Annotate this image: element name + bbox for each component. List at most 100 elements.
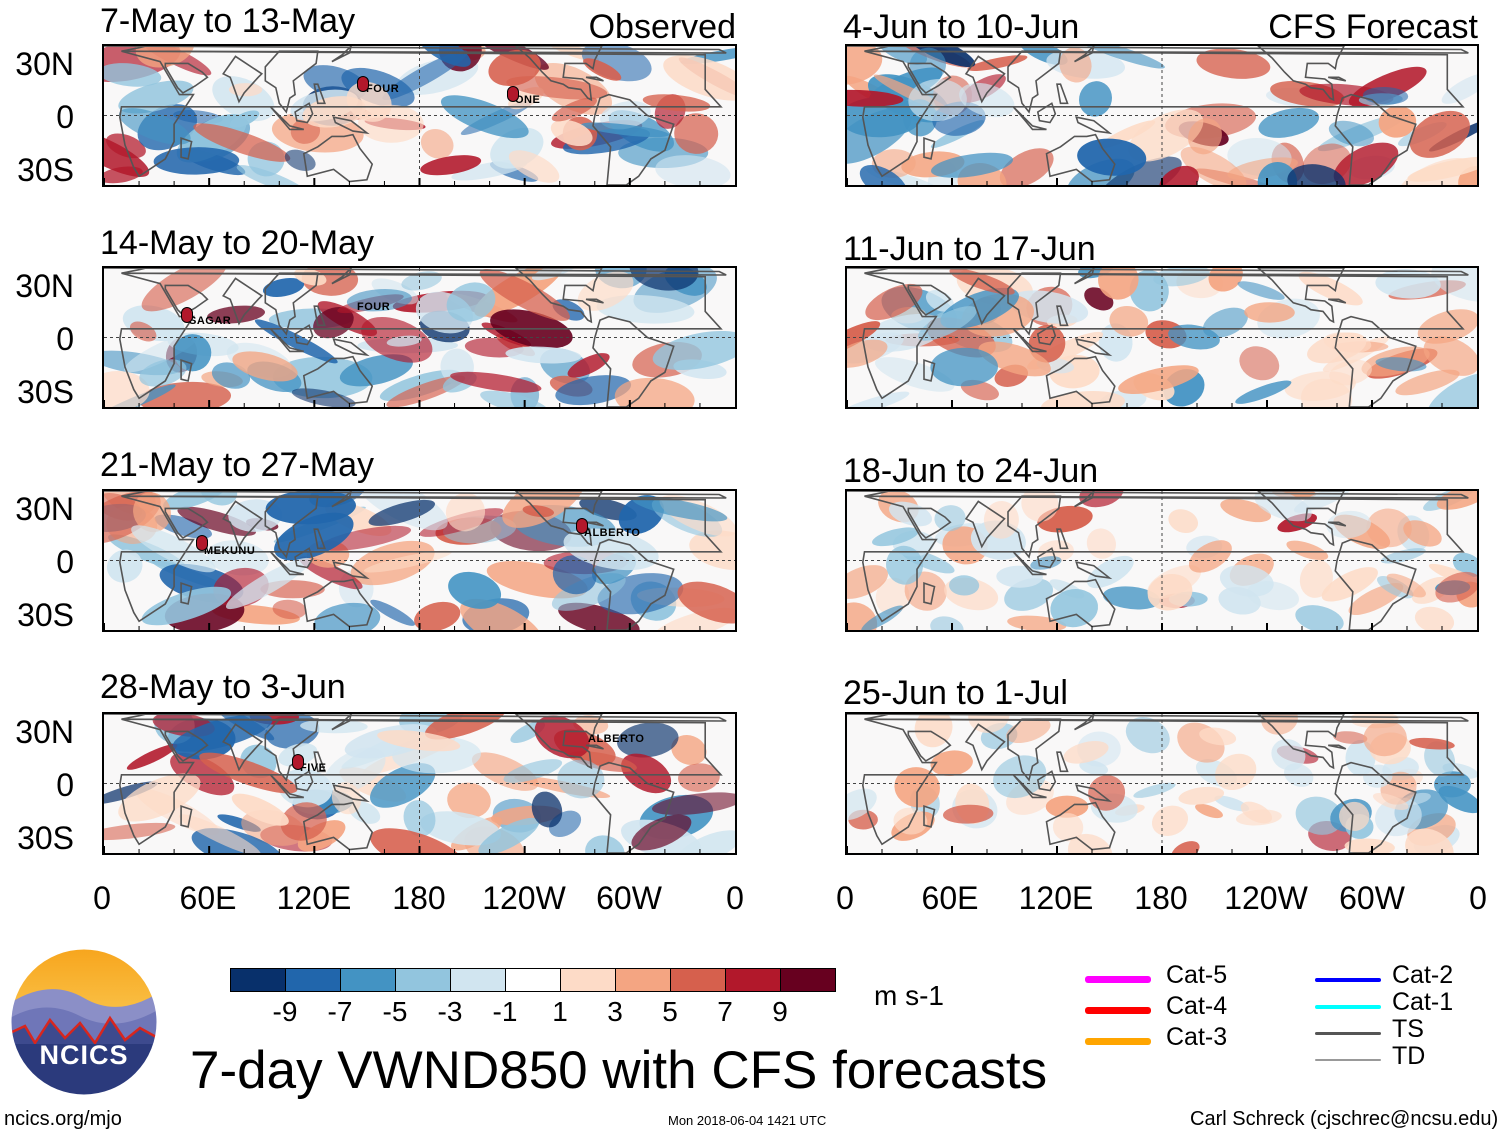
anomaly-region (1326, 510, 1372, 539)
anomaly-region (1362, 86, 1409, 105)
coastline (1007, 50, 1062, 114)
anomaly-region (420, 811, 502, 846)
anomaly-region (1329, 359, 1372, 386)
lon-label-120e: 120E (1018, 880, 1094, 916)
lon-label-60e: 60E (921, 880, 979, 916)
coastline (964, 723, 1006, 772)
coastline (331, 268, 352, 285)
anomaly-region (1188, 540, 1232, 573)
anomaly-region (1125, 716, 1170, 754)
storm-label-alberto-1: ALBERTO (584, 527, 641, 539)
coastline (313, 528, 326, 550)
lat-label-30s: 30S (17, 374, 74, 410)
anomaly-region (1295, 605, 1344, 630)
anomaly-region (1395, 369, 1460, 396)
anomaly-region (1435, 571, 1477, 603)
coastline (585, 298, 604, 304)
lon-label-60w: 60W (596, 880, 662, 916)
coastline (1036, 102, 1057, 124)
anomaly-region (1431, 268, 1477, 302)
coastline (1056, 528, 1069, 550)
anomaly-region (847, 602, 878, 630)
coastline (118, 718, 723, 846)
anomaly-region (1261, 714, 1298, 735)
lon-label-180: 180 (392, 880, 446, 916)
footer-url[interactable]: ncics.org/mjo (4, 1108, 122, 1130)
anomaly-region (861, 605, 904, 630)
coastline (1036, 770, 1057, 792)
legend-line-cat-4 (1085, 1007, 1151, 1014)
ncics-logo: NCICS (10, 948, 158, 1096)
coastline (1328, 76, 1347, 82)
anomaly-region (1427, 372, 1477, 407)
anomaly-region (1151, 805, 1189, 837)
anomaly-region (377, 730, 461, 752)
legend-line-cat-2 (1315, 978, 1381, 982)
legend-label-cat-2: Cat-2 (1392, 961, 1454, 989)
lat-label-30n: 30N (15, 491, 74, 527)
anomaly-region (677, 581, 735, 624)
legend-line-cat-3 (1085, 1038, 1151, 1045)
anomaly-region (1168, 509, 1199, 533)
coastline (964, 55, 1006, 104)
coastline (1074, 268, 1095, 285)
coastline (118, 495, 723, 623)
anomaly-region (917, 306, 977, 341)
anomaly-region (274, 512, 354, 561)
anomaly-region (674, 113, 719, 154)
coastline (264, 272, 319, 336)
anomaly-region (386, 335, 422, 347)
observed-map-3 (102, 489, 737, 632)
anomaly-region (446, 282, 496, 322)
lon-label-120w: 120W (482, 880, 566, 916)
coastline (302, 801, 374, 851)
anomaly-region (1239, 346, 1280, 381)
anomaly-region (655, 155, 731, 185)
anomaly-region (631, 814, 692, 851)
lat-label-0: 0 (56, 544, 74, 580)
anomaly-region (447, 782, 491, 819)
anomaly-region (1363, 720, 1407, 757)
colorbar-swatch (725, 968, 781, 992)
anomaly-region (141, 586, 232, 626)
anomaly-region (420, 155, 482, 176)
coastline (332, 116, 370, 135)
coastline (1007, 495, 1062, 559)
storm-label-alberto-2: ALBERTO (588, 733, 645, 745)
anomaly-region (1199, 727, 1237, 746)
colorbar-tick-label: 5 (662, 996, 678, 1027)
coastline (1257, 268, 1345, 324)
anomaly-region (551, 97, 597, 122)
anomaly-region (448, 571, 502, 609)
anomaly-region (129, 321, 157, 342)
coastline (861, 495, 1465, 623)
anomaly-region (522, 505, 555, 518)
anomaly-region (1133, 782, 1176, 798)
coastline (514, 268, 603, 324)
lon-label-0-end: 0 (1469, 880, 1487, 916)
anomaly-region (339, 354, 413, 387)
logo-text: NCICS (39, 1040, 129, 1070)
anomaly-region (193, 123, 291, 162)
coastline (313, 751, 326, 773)
coastline (592, 538, 675, 630)
forecast-map-4 (845, 712, 1479, 855)
anomaly-region (314, 602, 381, 630)
anomaly-region (478, 817, 540, 853)
anomaly-region (859, 164, 908, 185)
anomaly-region (368, 499, 436, 526)
anomaly-region (1021, 491, 1059, 522)
coastline (294, 102, 314, 124)
coastline (164, 284, 209, 316)
coastline (222, 55, 264, 104)
coastline (923, 136, 936, 160)
storm-label-four-2: FOUR (357, 301, 391, 313)
coastline (907, 730, 952, 762)
anomaly-region (1271, 739, 1306, 771)
anomaly-region (370, 599, 415, 626)
anomaly-region (949, 575, 980, 596)
map-field (847, 714, 1477, 853)
anomaly-region (1434, 771, 1471, 798)
coastline (269, 106, 304, 131)
colorbar-tick-label: 7 (717, 996, 733, 1027)
